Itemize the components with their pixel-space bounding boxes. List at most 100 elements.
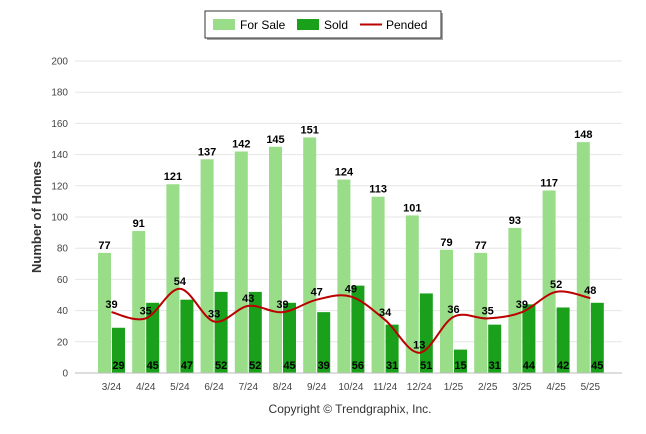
- x-tick-label: 1/25: [444, 382, 464, 393]
- bars: [98, 137, 604, 373]
- y-tick-label: 180: [51, 88, 68, 99]
- label-for-sale: 93: [509, 215, 521, 227]
- x-tick-label: 3/24: [102, 382, 122, 393]
- label-sold: 45: [283, 360, 295, 372]
- bar-for-sale: [371, 196, 385, 373]
- legend-swatch-for-sale: [213, 19, 235, 30]
- bar-sold: [454, 349, 467, 373]
- x-tick-label: 5/25: [581, 382, 601, 393]
- label-for-sale: 79: [440, 237, 452, 249]
- x-tick-label: 4/25: [546, 382, 566, 393]
- bar-sold: [488, 324, 502, 373]
- y-tick-label: 60: [57, 275, 69, 286]
- x-tick-label: 4/24: [136, 382, 156, 393]
- bar-for-sale: [576, 142, 590, 373]
- x-tick-label: 2/25: [478, 382, 498, 393]
- legend: For Sale Sold Pended: [204, 10, 443, 40]
- legend-swatch-sold: [297, 19, 319, 30]
- bar-sold: [317, 312, 331, 373]
- label-pended: 35: [482, 305, 494, 317]
- label-for-sale: 101: [403, 202, 421, 214]
- y-tick-label: 80: [57, 244, 69, 255]
- bar-for-sale: [337, 179, 351, 373]
- label-for-sale: 142: [232, 138, 250, 150]
- bar-sold: [419, 293, 433, 373]
- x-tick-label: 10/24: [338, 382, 363, 393]
- bar-for-sale: [303, 137, 317, 373]
- x-tick-label: 6/24: [204, 382, 224, 393]
- bar-sold: [385, 324, 399, 373]
- label-for-sale: 117: [540, 177, 558, 189]
- label-sold: 31: [386, 360, 398, 372]
- pended-line: [111, 287, 591, 354]
- bar-for-sale: [405, 215, 419, 373]
- label-sold: 42: [557, 360, 569, 372]
- bar-for-sale: [269, 146, 282, 373]
- x-tick-label: 11/24: [373, 382, 398, 393]
- bar-for-sale: [166, 184, 180, 373]
- bar-for-sale: [474, 252, 488, 373]
- x-tick-label: 5/24: [170, 382, 190, 393]
- y-tick-label: 120: [51, 181, 68, 192]
- y-axis-label: Number of Homes: [29, 161, 44, 273]
- y-tick-label: 20: [57, 337, 69, 348]
- label-sold: 44: [523, 360, 536, 372]
- label-pended: 47: [311, 287, 323, 299]
- legend-label-sold: Sold: [324, 18, 348, 32]
- label-for-sale: 151: [301, 124, 319, 136]
- bar-sold: [248, 291, 262, 373]
- y-tick-label: 0: [62, 369, 68, 380]
- bar-for-sale: [234, 151, 248, 373]
- label-for-sale: 91: [133, 218, 145, 230]
- x-axis-ticks: 3/24 4/24 5/24 6/24 7/24 8/24 9/24 10/24 11/24 12…: [102, 382, 601, 393]
- bar-sold: [146, 302, 160, 373]
- label-for-sale: 113: [369, 184, 387, 196]
- label-sold: 52: [215, 360, 227, 372]
- label-pended: 36: [447, 304, 459, 316]
- y-tick-label: 100: [51, 213, 68, 224]
- label-pended: 39: [105, 299, 117, 311]
- label-sold: 29: [112, 360, 124, 372]
- label-pended: 13: [413, 340, 425, 352]
- label-for-sale: 77: [475, 240, 487, 252]
- bar-for-sale: [542, 190, 556, 373]
- y-tick-label: 140: [51, 150, 68, 161]
- bar-sold: [180, 299, 194, 373]
- bar-sold: [556, 307, 570, 373]
- x-tick-label: 12/24: [407, 382, 432, 393]
- x-tick-label: 3/25: [512, 382, 532, 393]
- label-sold: 15: [454, 360, 466, 372]
- bar-sold: [522, 304, 536, 373]
- value-labels: 77 29 39 91 45 35 121 47 54 137 52 33 142 52 43 145 45 39…: [98, 124, 603, 372]
- label-for-sale: 137: [198, 146, 216, 158]
- label-sold: 31: [489, 360, 501, 372]
- label-for-sale: 148: [574, 129, 592, 141]
- copyright-text: Copyright © Trendgraphix, Inc.: [269, 402, 432, 416]
- bar-sold: [590, 302, 604, 373]
- label-sold: 56: [352, 360, 364, 372]
- label-for-sale: 121: [164, 171, 182, 183]
- legend-label-pended: Pended: [386, 18, 427, 32]
- label-for-sale: 124: [335, 167, 354, 179]
- y-tick-label: 40: [57, 306, 69, 317]
- label-pended: 49: [345, 284, 357, 296]
- y-tick-label: 160: [51, 119, 68, 130]
- label-for-sale: 77: [98, 240, 110, 252]
- label-sold: 39: [318, 360, 330, 372]
- label-pended: 35: [140, 305, 152, 317]
- y-tick-label: 200: [51, 57, 68, 68]
- label-sold: 52: [249, 360, 261, 372]
- legend-label-for-sale: For Sale: [240, 18, 286, 32]
- label-sold: 47: [181, 360, 193, 372]
- bar-sold: [214, 291, 228, 373]
- bar-sold: [283, 302, 296, 373]
- label-sold: 51: [420, 360, 432, 372]
- x-tick-label: 9/24: [307, 382, 327, 393]
- bar-for-sale: [132, 231, 146, 373]
- bar-for-sale: [508, 227, 522, 373]
- label-pended: 34: [379, 307, 392, 319]
- label-pended: 43: [242, 293, 254, 305]
- label-for-sale: 145: [266, 134, 284, 146]
- y-axis-ticks: 0 20 40 60 80 100 120 140 160 180 200: [51, 57, 68, 380]
